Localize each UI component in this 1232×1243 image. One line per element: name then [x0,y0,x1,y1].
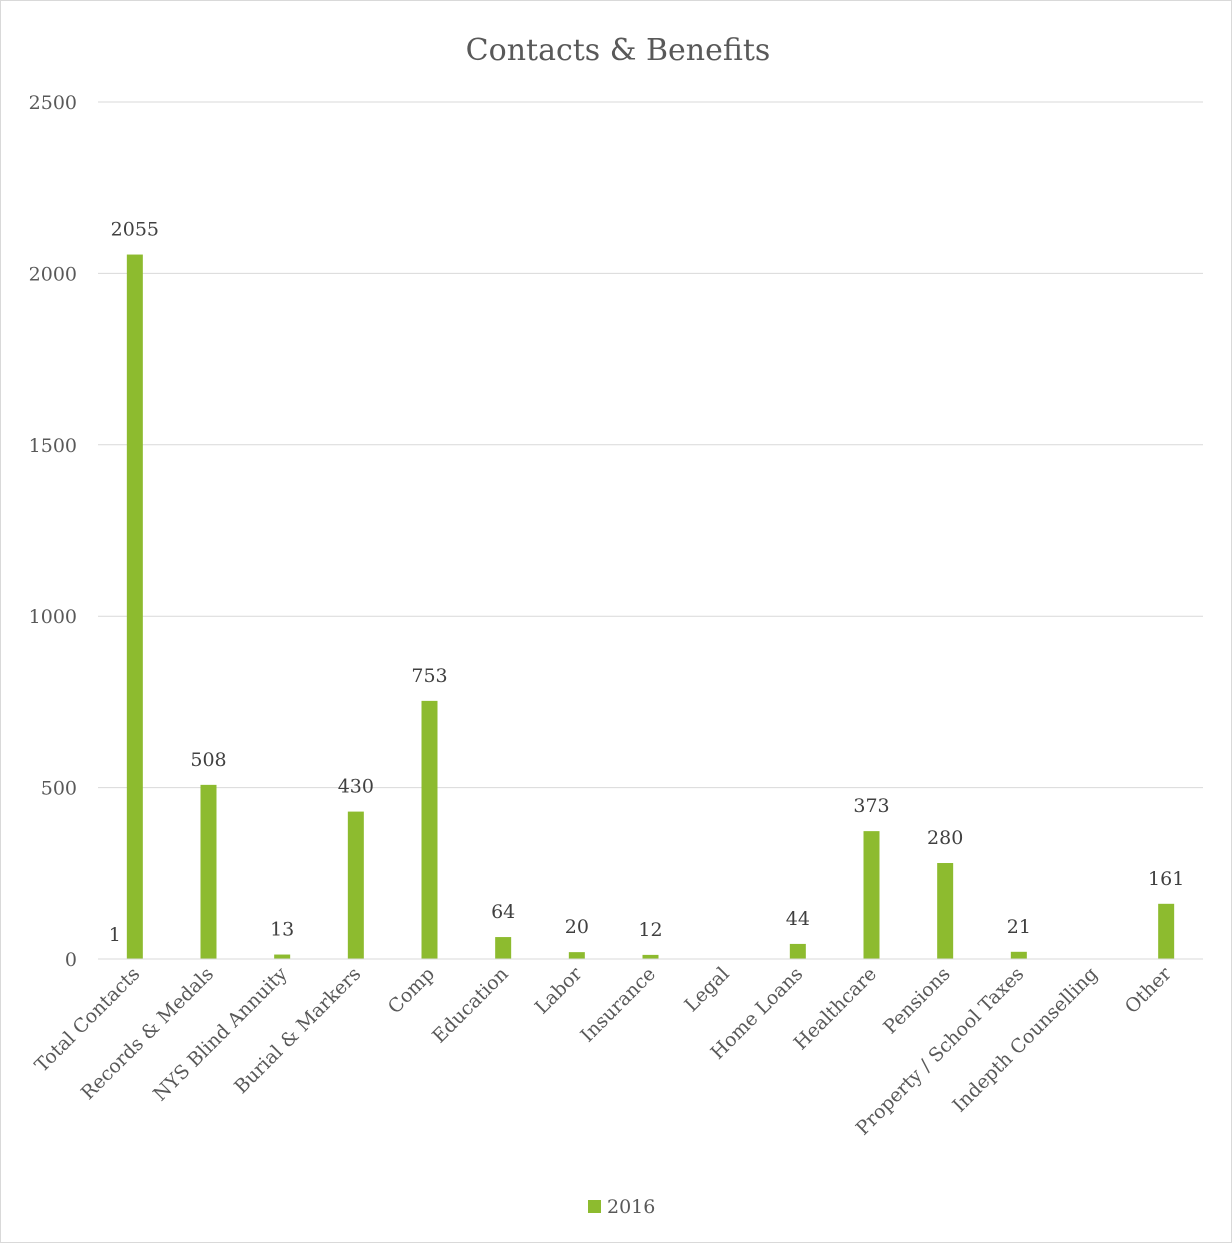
bar [495,937,512,959]
data-label: 280 [927,827,963,849]
bars [126,254,1175,959]
x-tick-label: Comp [384,963,439,1018]
x-tick-label: Education [428,963,513,1048]
x-tick-label: Burial & Markers [230,963,365,1098]
bar [347,811,364,959]
legend-label-2016: 2016 [607,1196,655,1218]
x-tick-label: Labor [531,962,587,1018]
bar [1158,903,1175,959]
data-label: 2055 [111,219,159,241]
y-axis: 0 500 1000 1500 2000 2500 [29,92,77,971]
data-label: 44 [786,908,810,930]
bar [126,254,143,959]
bar [274,954,291,959]
data-label: 161 [1148,868,1184,890]
data-label: 430 [338,776,374,798]
x-tick-label: Pensions [879,963,954,1038]
gridlines [98,101,1203,960]
data-labels: 2055 508 13 430 753 64 20 12 44 373 280 21 161 1 [109,219,1185,946]
x-tick-label: Records & Medals [77,963,218,1104]
data-label: 13 [270,919,294,941]
y-tick-label: 0 [65,949,77,971]
bar [863,831,880,959]
bar [568,952,585,959]
bar [1010,951,1027,959]
chart-title: Contacts & Benefits [466,33,771,68]
data-label: 20 [565,916,589,938]
data-label: 373 [853,795,889,817]
legend-swatch-2016 [588,1200,601,1213]
x-tick-label: Indepth Counselling [948,963,1102,1117]
annotation-label: 1 [109,924,121,946]
data-label: 21 [1007,916,1031,938]
x-tick-label: Other [1121,962,1177,1018]
bar [421,700,438,959]
data-label: 12 [638,919,662,941]
data-label: 753 [411,665,447,687]
y-tick-label: 1500 [29,435,77,457]
bar [937,863,954,959]
y-tick-label: 1000 [29,606,77,628]
x-tick-label: Legal [680,963,733,1016]
x-tick-label: NYS Blind Annuity [149,963,292,1106]
data-label: 64 [491,901,515,923]
bar [789,943,806,959]
data-label: 508 [190,749,226,771]
bar [200,784,217,959]
y-tick-label: 2000 [29,263,77,285]
y-tick-label: 500 [41,778,77,800]
y-tick-label: 2500 [29,92,77,114]
bar [642,954,659,959]
legend: 2016 [588,1196,655,1218]
x-tick-label: Insurance [576,963,660,1047]
